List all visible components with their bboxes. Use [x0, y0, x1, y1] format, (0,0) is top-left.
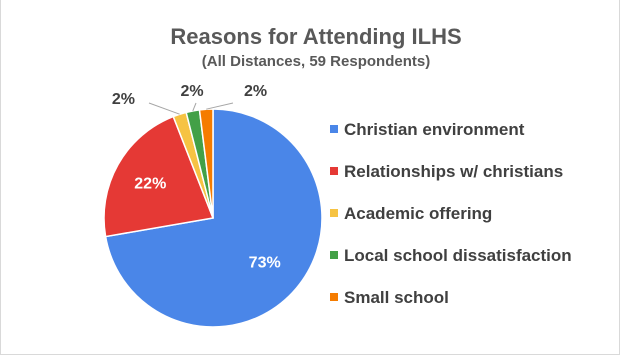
chart-subtitle: (All Distances, 59 Respondents) [202, 53, 430, 70]
leader-line-local-school-dissatisfaction [192, 102, 197, 112]
legend-label-small-school: Small school [344, 288, 449, 307]
legend-label-local-school-dissatisfaction: Local school dissatisfaction [344, 246, 572, 265]
leader-lines [148, 102, 234, 115]
legend-item-small-school: Small school [330, 288, 449, 307]
legend-label-academic-offering: Academic offering [344, 204, 492, 223]
legend-item-relationships-w-christians: Relationships w/ christians [330, 162, 563, 181]
legend-label-christian-environment: Christian environment [344, 120, 525, 139]
legend-item-academic-offering: Academic offering [330, 204, 492, 223]
data-label-relationships-w-christians: 22% [134, 176, 166, 193]
legend-swatch-relationships-w-christians [330, 167, 338, 175]
legend-swatch-small-school [330, 293, 338, 301]
legend-item-christian-environment: Christian environment [330, 120, 525, 139]
data-label-local-school-dissatisfaction: 2% [180, 83, 203, 100]
data-label-christian-environment: 73% [249, 255, 281, 272]
leader-line-small-school [206, 102, 234, 110]
legend-item-local-school-dissatisfaction: Local school dissatisfaction [330, 246, 572, 265]
legend-swatch-academic-offering [330, 209, 338, 217]
legend-swatch-local-school-dissatisfaction [330, 251, 338, 259]
pie-slice-relationships-w-christians [103, 115, 215, 238]
chart-title: Reasons for Attending ILHS [170, 24, 461, 49]
legend-swatch-christian-environment [330, 125, 338, 133]
data-label-academic-offering: 2% [112, 91, 135, 108]
data-labels: 73% 22% 2% 2% 2% [112, 83, 281, 272]
legend-label-relationships-w-christians: Relationships w/ christians [344, 162, 563, 181]
data-label-small-school: 2% [244, 83, 267, 100]
legend: Christian environment Relationships w/ ch… [330, 120, 572, 307]
pie-slices [103, 108, 323, 328]
leader-line-academic-offering [148, 102, 180, 115]
